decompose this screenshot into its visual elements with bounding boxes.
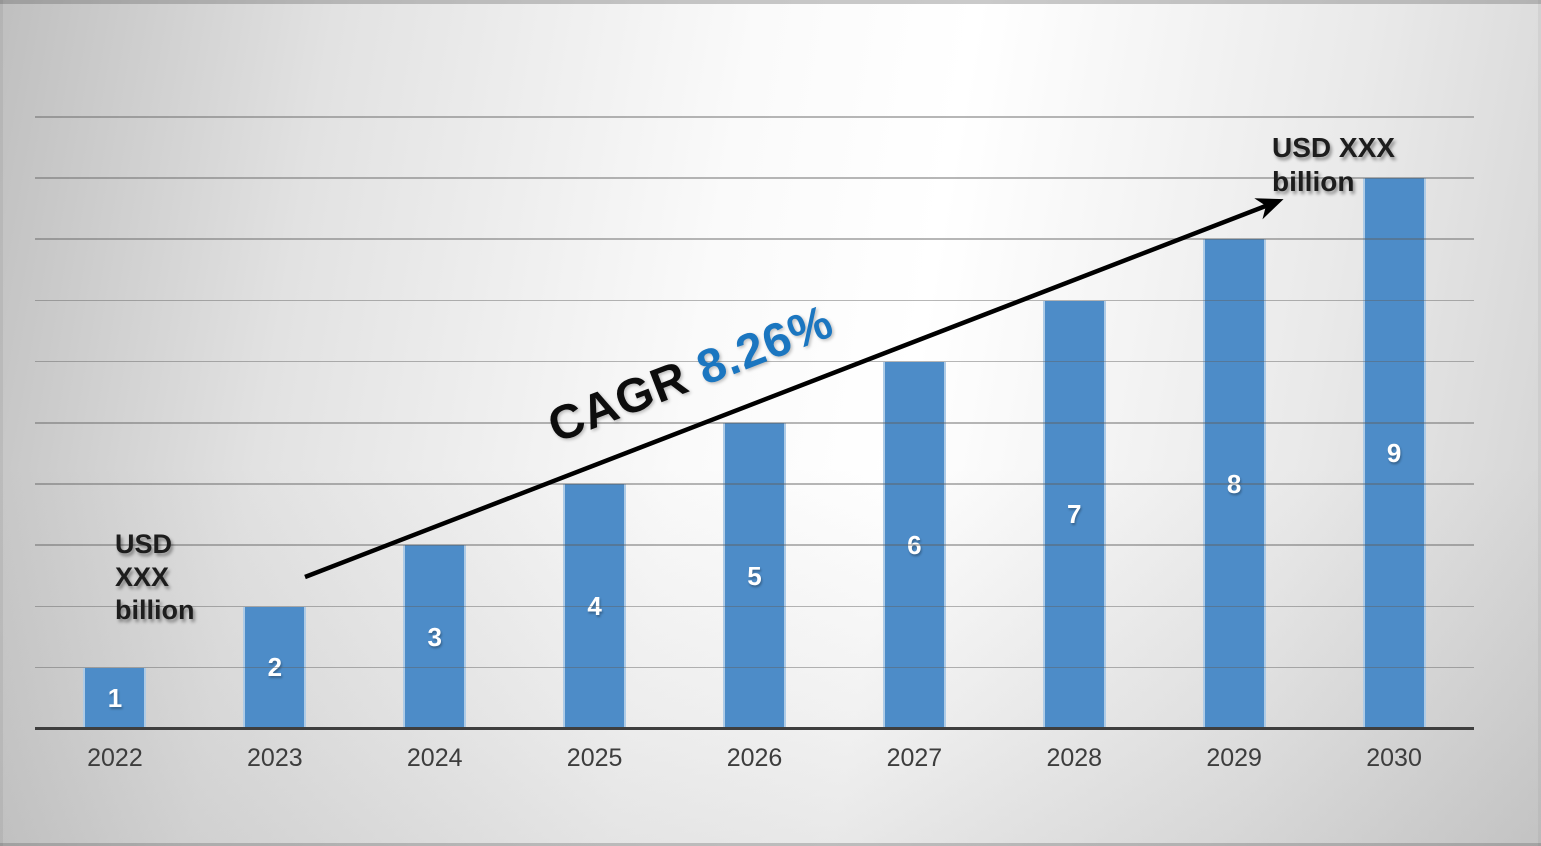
end-annotation-line-2: billion bbox=[1272, 166, 1355, 197]
bar-value-label: 3 bbox=[427, 621, 442, 652]
start-value-annotation: USD XXX billion bbox=[115, 528, 194, 627]
bar-2026: 5 bbox=[723, 423, 786, 729]
start-annotation-line-1: USD bbox=[115, 529, 173, 559]
bar-2030: 9 bbox=[1362, 178, 1426, 729]
gridline bbox=[35, 666, 1474, 669]
bar-value-label: 4 bbox=[587, 591, 602, 622]
x-axis-label-2025: 2025 bbox=[566, 744, 623, 772]
end-annotation-line-1: USD XXX bbox=[1272, 132, 1395, 163]
x-axis-label-2028: 2028 bbox=[1046, 744, 1103, 772]
bar-2022: 1 bbox=[83, 667, 147, 729]
start-annotation-line-3: billion bbox=[115, 595, 195, 625]
x-axis-label-2024: 2024 bbox=[406, 744, 463, 772]
end-value-annotation: USD XXX billion bbox=[1272, 131, 1395, 199]
bar-value-label: 9 bbox=[1386, 438, 1402, 469]
bar-value-label: 7 bbox=[1067, 499, 1082, 530]
x-axis-label-2023: 2023 bbox=[247, 744, 303, 772]
gridline bbox=[35, 116, 1474, 118]
gridline bbox=[35, 422, 1474, 424]
x-axis-label-2022: 2022 bbox=[87, 744, 143, 772]
bar-value-label: 2 bbox=[267, 652, 283, 683]
gridline bbox=[35, 605, 1474, 608]
x-axis-label-2026: 2026 bbox=[726, 744, 783, 772]
bar-value-label: 5 bbox=[747, 560, 762, 591]
bar-2024: 3 bbox=[403, 545, 467, 729]
bar-value-label: 1 bbox=[107, 682, 123, 713]
start-annotation-line-2: XXX bbox=[115, 562, 170, 592]
x-axis-line bbox=[35, 727, 1474, 730]
bar-2023: 2 bbox=[243, 606, 307, 729]
gridline bbox=[35, 299, 1474, 302]
gridline bbox=[35, 238, 1474, 240]
gridline bbox=[35, 177, 1474, 179]
x-axis-label-2027: 2027 bbox=[886, 744, 943, 772]
gridline bbox=[35, 483, 1474, 485]
x-axis-label-2030: 2030 bbox=[1366, 744, 1422, 772]
x-axis-label-2029: 2029 bbox=[1206, 744, 1262, 772]
gridline bbox=[35, 544, 1474, 546]
bar-2028: 7 bbox=[1042, 300, 1106, 729]
